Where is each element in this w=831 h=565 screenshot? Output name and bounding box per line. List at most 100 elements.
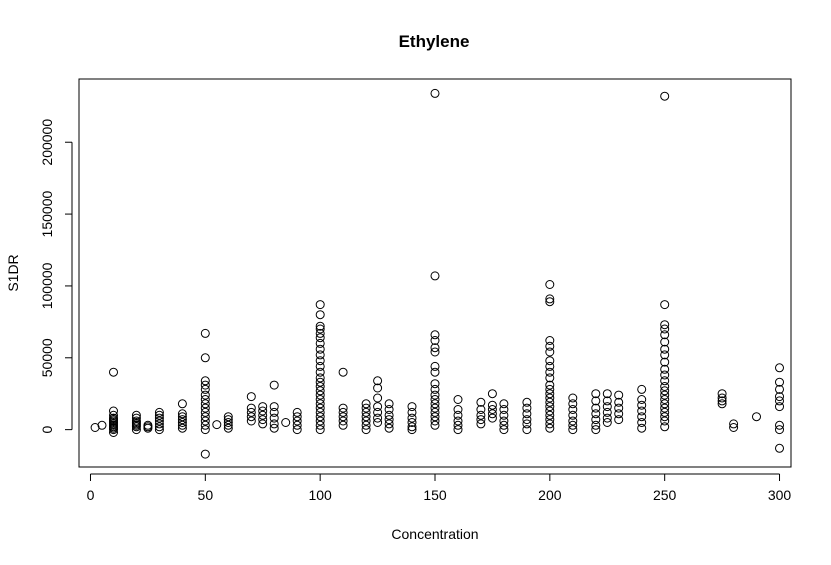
data-point: [177, 418, 187, 427]
data-point: [131, 410, 141, 420]
data-point: [545, 419, 555, 429]
data-point: [545, 297, 555, 307]
data-point: [361, 425, 371, 435]
data-point: [752, 412, 761, 422]
data-point: [315, 386, 325, 396]
data-point: [660, 407, 670, 417]
data-point: [246, 403, 256, 413]
data-point: [281, 418, 291, 427]
data-point: [315, 361, 325, 371]
data-point: [591, 396, 601, 406]
data-point: [453, 405, 463, 414]
data-point: [775, 363, 784, 373]
data-point: [660, 364, 670, 374]
y-axis: 0 50000 100000 150000 200000: [39, 119, 73, 434]
data-point: [384, 399, 394, 409]
data-point: [200, 412, 210, 422]
data-point: [660, 382, 670, 391]
data-point: [453, 410, 463, 420]
data-point: [660, 344, 670, 354]
data-point: [315, 420, 325, 430]
data-point: [177, 420, 187, 430]
data-point: [775, 443, 784, 453]
data-point: [430, 407, 440, 417]
data-point: [545, 389, 555, 399]
data-point: [591, 409, 601, 419]
data-point: [315, 324, 325, 334]
data-point: [154, 410, 164, 420]
data-point: [200, 328, 210, 338]
data-point: [660, 350, 670, 360]
data-point: [292, 425, 302, 435]
data-point: [154, 407, 164, 417]
data-point: [522, 425, 532, 435]
data-point: [373, 402, 383, 412]
data-point: [453, 425, 463, 435]
data-point: [373, 418, 383, 427]
data-point: [522, 409, 532, 419]
data-point: [315, 356, 325, 366]
data-point: [177, 415, 187, 425]
data-point: [407, 413, 417, 423]
data-point: [338, 403, 348, 413]
data-point: [453, 395, 463, 404]
data-point: [407, 418, 417, 427]
data-point: [487, 400, 497, 410]
data-point: [361, 403, 371, 413]
data-point: [602, 413, 612, 423]
data-point: [430, 403, 440, 413]
data-point: [373, 413, 383, 423]
data-point: [361, 416, 371, 426]
data-point: [717, 389, 727, 399]
data-point: [315, 350, 325, 360]
data-point: [258, 402, 268, 412]
data-point: [614, 397, 624, 407]
data-point: [568, 420, 578, 430]
data-point: [315, 399, 325, 409]
data-point: [430, 88, 440, 98]
data-point: [545, 280, 555, 289]
data-point: [315, 407, 325, 417]
data-point: [775, 384, 784, 394]
data-point: [775, 425, 784, 435]
data-point: [384, 419, 394, 429]
data-point: [545, 373, 555, 383]
data-point: [430, 330, 440, 340]
data-point: [131, 422, 141, 432]
data-point: [568, 405, 578, 414]
data-point: [200, 420, 210, 430]
data-point: [487, 409, 497, 419]
data-point: [200, 395, 210, 404]
x-tick-label: 300: [768, 487, 792, 503]
y-tick-label: 200000: [39, 119, 55, 166]
data-point: [258, 419, 268, 429]
data-point: [200, 380, 210, 390]
x-axis: 0 50 100 150 200 250 300: [87, 473, 792, 503]
data-point: [338, 407, 348, 417]
data-point: [614, 390, 624, 400]
data-point: [200, 390, 210, 400]
chart-title: Ethylene: [399, 32, 470, 51]
data-point: [430, 271, 440, 281]
data-point: [476, 405, 486, 414]
data-point: [660, 370, 670, 380]
data-point: [545, 356, 555, 366]
data-point: [545, 367, 555, 377]
data-point: [269, 419, 279, 429]
y-tick-label: 0: [39, 426, 55, 434]
data-point: [315, 416, 325, 426]
data-point: [315, 338, 325, 348]
data-point: [407, 422, 417, 432]
data-point: [246, 412, 256, 422]
data-point: [315, 390, 325, 400]
data-point: [614, 415, 624, 425]
data-point: [545, 402, 555, 412]
data-point: [292, 407, 302, 417]
data-point: [430, 390, 440, 400]
data-point: [775, 396, 784, 406]
data-point: [430, 384, 440, 394]
data-point: [499, 410, 509, 420]
data-point: [315, 382, 325, 391]
data-point: [154, 425, 164, 435]
data-point: [545, 380, 555, 390]
